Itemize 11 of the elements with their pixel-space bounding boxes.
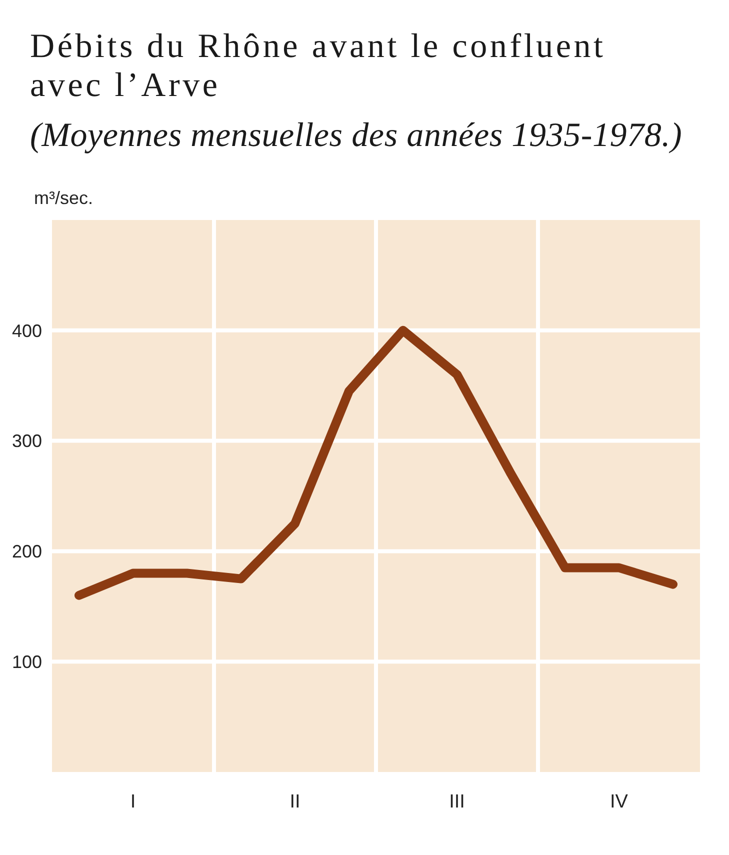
x-tick-label: I [130,791,136,812]
x-tick-label: IV [610,791,628,812]
x-tick-label: III [449,791,465,812]
y-tick-label: 400 [12,320,42,341]
chart-title: Débits du Rhône avant le confluent avec l’Arve [30,27,607,105]
y-tick-label: 300 [12,431,42,452]
chart-subtitle: (Moyennes mensuelles des années 1935-1978.) [30,116,684,156]
y-axis-title: m³/sec. [34,188,94,208]
x-tick-label: II [290,791,300,812]
y-tick-label: 200 [12,542,42,562]
y-tick-label: 100 [12,652,42,672]
